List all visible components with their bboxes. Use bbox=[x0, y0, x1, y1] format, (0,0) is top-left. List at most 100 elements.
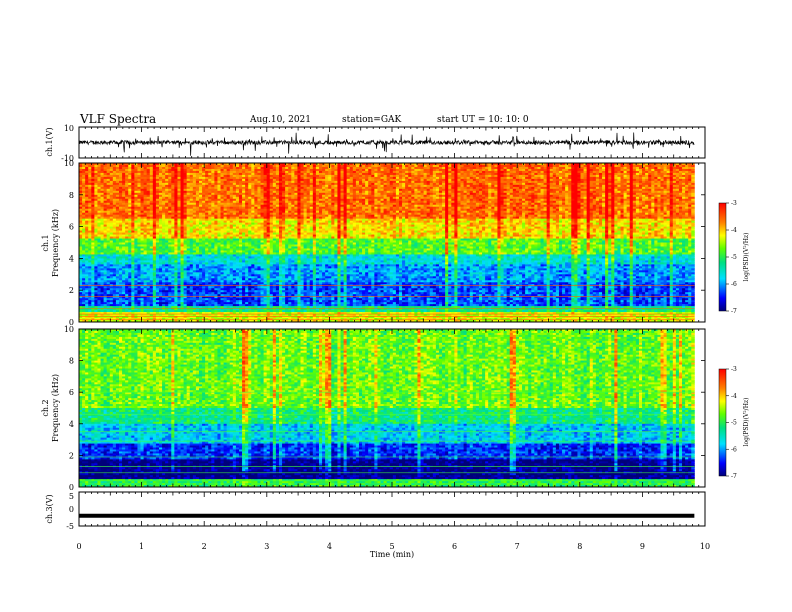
spectrogram-cell bbox=[88, 274, 92, 277]
spectrogram-cell bbox=[88, 184, 92, 188]
spectrogram-cell bbox=[159, 246, 163, 249]
spectrogram-cell bbox=[88, 270, 92, 273]
spectrogram-cell bbox=[94, 320, 98, 323]
spectrogram-cell bbox=[119, 184, 123, 188]
spectrogram-cell bbox=[152, 294, 157, 297]
spectrogram-cell bbox=[162, 202, 166, 206]
spectrogram-cell bbox=[115, 286, 120, 289]
spectrogram-cell bbox=[149, 292, 154, 295]
spectrogram-cell bbox=[115, 222, 120, 226]
spectrogram-cell bbox=[82, 190, 86, 194]
spectrogram-cell bbox=[137, 308, 141, 311]
spectrogram-cell bbox=[100, 316, 105, 319]
spectrogram-cell bbox=[159, 298, 163, 301]
spectrogram-cell bbox=[131, 300, 135, 303]
spectrogram-cell bbox=[143, 308, 148, 311]
spectrogram-cell bbox=[79, 186, 83, 190]
spectrogram-cell bbox=[115, 208, 120, 212]
spectrogram-cell bbox=[152, 176, 157, 180]
spectrogram-cell bbox=[100, 196, 105, 200]
spectrogram-cell bbox=[155, 190, 160, 194]
spectrogram-cell bbox=[146, 274, 151, 277]
spectrogram-cell bbox=[115, 178, 120, 182]
spectrogram-cell bbox=[94, 232, 98, 235]
spectrogram-cell bbox=[94, 248, 98, 251]
spectrogram-cell bbox=[115, 163, 120, 166]
spectrogram-cell bbox=[146, 254, 151, 257]
spectrogram-cell bbox=[97, 246, 101, 249]
spectrogram-cell bbox=[146, 186, 151, 190]
spectrogram-cell bbox=[106, 172, 111, 176]
spectrogram-cell bbox=[82, 248, 86, 251]
spectrogram-cell bbox=[100, 270, 105, 273]
spectrogram-cell bbox=[140, 296, 145, 299]
spectrogram-cell bbox=[85, 306, 89, 309]
spectrogram-cell bbox=[91, 168, 95, 172]
spectrogram-cell bbox=[152, 308, 157, 311]
spectrogram-cell bbox=[149, 232, 154, 235]
spectrogram-cell bbox=[122, 246, 126, 249]
spectrogram-cell bbox=[85, 302, 89, 305]
spectrogram-cell bbox=[125, 298, 129, 301]
spectrogram-cell bbox=[152, 198, 157, 202]
spectrogram-cell bbox=[119, 248, 123, 251]
spectrogram-cell bbox=[88, 178, 92, 182]
spectrogram-cell bbox=[88, 204, 92, 208]
spectrogram-cell bbox=[103, 300, 108, 303]
spectrogram-cell bbox=[159, 212, 163, 216]
spectrogram-cell bbox=[128, 192, 132, 196]
spectrogram-cell bbox=[134, 230, 138, 233]
spectrogram-cell bbox=[94, 204, 98, 208]
spectrogram-cell bbox=[125, 274, 129, 277]
spectrogram-cell bbox=[85, 188, 89, 192]
spectrogram-cell bbox=[103, 296, 108, 299]
spectrogram-cell bbox=[119, 200, 123, 204]
spectrogram-cell bbox=[85, 276, 89, 279]
spectrogram-cell bbox=[128, 300, 132, 303]
spectrogram-cell bbox=[119, 190, 123, 194]
spectrogram-cell bbox=[91, 166, 95, 170]
spectrogram-cell bbox=[155, 222, 160, 226]
spectrogram-cell bbox=[140, 270, 145, 273]
spectrogram-cell bbox=[82, 174, 86, 178]
spectrogram-cell bbox=[106, 208, 111, 212]
spectrogram-cell bbox=[149, 222, 154, 226]
spectrogram-cell bbox=[140, 300, 145, 303]
spectrogram-cell bbox=[119, 294, 123, 297]
spectrogram-cell bbox=[82, 226, 86, 229]
spectrogram-cell bbox=[143, 266, 148, 269]
spectrogram-cell bbox=[146, 170, 151, 174]
spectrogram-cell bbox=[100, 286, 105, 289]
spectrogram-cell bbox=[131, 286, 135, 289]
spectrogram-cell bbox=[85, 282, 89, 285]
spectrogram-cell bbox=[125, 242, 129, 245]
spectrogram-cell bbox=[119, 168, 123, 172]
spectrogram-cell bbox=[140, 264, 145, 267]
spectrogram-cell bbox=[94, 278, 98, 281]
spectrogram-cell bbox=[131, 166, 135, 170]
spectrogram-cell bbox=[125, 254, 129, 257]
spectrogram-cell bbox=[159, 198, 163, 202]
spectrogram-cell bbox=[109, 276, 114, 279]
spectrogram-cell bbox=[146, 222, 151, 226]
spectrogram-cell bbox=[115, 228, 120, 231]
spectrogram-cell bbox=[112, 310, 117, 313]
spectrogram-cell bbox=[155, 314, 160, 317]
spectrogram-cell bbox=[122, 262, 126, 265]
spectrogram-cell bbox=[134, 312, 138, 315]
spectrogram-cell bbox=[128, 218, 132, 222]
spectrogram-cell bbox=[128, 204, 132, 208]
spectrogram-cell bbox=[106, 262, 111, 265]
spectrogram-cell bbox=[100, 206, 105, 210]
spectrogram-cell bbox=[94, 222, 98, 226]
spectrogram-cell bbox=[82, 254, 86, 257]
spectrogram-cell bbox=[146, 308, 151, 311]
spectrogram-cell bbox=[159, 238, 163, 241]
spectrogram-cell bbox=[82, 296, 86, 299]
spectrogram-cell bbox=[103, 304, 108, 307]
spectrogram-cell bbox=[91, 206, 95, 210]
spectrogram-cell bbox=[82, 186, 86, 190]
spectrogram-cell bbox=[109, 240, 114, 243]
spectrogram-cell bbox=[128, 262, 132, 265]
spectrogram-cell bbox=[128, 314, 132, 317]
